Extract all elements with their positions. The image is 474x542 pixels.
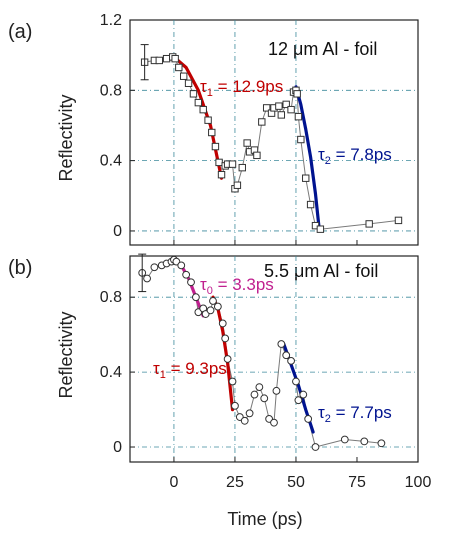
panel-b-data-point bbox=[191, 293, 200, 302]
panel-a-data-point bbox=[215, 158, 223, 167]
panel-b-fit-label-2: τ2 = 7.7ps bbox=[318, 403, 392, 425]
panel-b-data-point bbox=[187, 278, 195, 287]
panel-a-data-point bbox=[282, 100, 290, 109]
panel-b-label: (b) bbox=[8, 257, 32, 279]
panel-a-data-point bbox=[179, 72, 188, 80]
panel-b-data-point bbox=[270, 418, 278, 427]
panel-a-fit-line-1 bbox=[294, 85, 321, 231]
panel-a-data-point bbox=[217, 170, 226, 179]
panel-a-data-point bbox=[293, 90, 301, 98]
panel-b-data-point bbox=[213, 302, 222, 311]
panel-b-data-point bbox=[292, 377, 300, 386]
panel-a-plot-frame bbox=[129, 19, 419, 246]
panel-b-data-point bbox=[143, 274, 151, 283]
panel-b-data-point bbox=[360, 437, 369, 446]
panel-a-data-point bbox=[204, 116, 212, 124]
panel-b-data-point bbox=[250, 390, 259, 399]
panel-b-plot: 0 0.4 0.8 0 25 50 75 100 τ0 = 3.3ps τ1 = 9.3ps τ2 … bbox=[100, 253, 432, 491]
panel-b-y-axis-label: Reflectivity bbox=[56, 311, 76, 398]
panel-a-data-point bbox=[175, 63, 183, 72]
panel-a-data-point bbox=[394, 216, 403, 225]
panel-b-data-point bbox=[377, 439, 386, 448]
panel-b-data-point bbox=[255, 383, 264, 391]
panel-b-data-point bbox=[231, 401, 239, 410]
panel-a-fit-label-1: τ2 = 7.8ps bbox=[318, 145, 392, 167]
panel-a-data-point bbox=[365, 220, 373, 228]
panel-a-data-point bbox=[155, 56, 163, 65]
x-axis-label: Time (ps) bbox=[227, 509, 302, 529]
panel-b-fit-label-1: τ1 = 9.3ps bbox=[153, 359, 227, 381]
panel-b-data-point bbox=[282, 351, 291, 360]
panel-b-data-point bbox=[287, 356, 295, 365]
panel-b-plot-frame bbox=[129, 255, 419, 463]
panel-a-y-tick-label: 1.2 bbox=[100, 12, 122, 29]
panel-a-data-point bbox=[302, 174, 310, 182]
panel-a-data-point bbox=[194, 98, 203, 107]
panel-b-y-tick-label: 0 bbox=[113, 439, 122, 456]
panel-a-y-tick-label: 0 bbox=[113, 223, 122, 240]
panel-a-data-point bbox=[277, 111, 286, 119]
panel-a-data-point bbox=[262, 104, 271, 112]
panel-b-data-point bbox=[340, 435, 349, 444]
panel-b-y-tick-label: 0.4 bbox=[100, 364, 122, 381]
panel-a-data-point bbox=[297, 135, 305, 144]
panel-b-data-point bbox=[182, 270, 191, 279]
panel-a-data-point bbox=[189, 90, 198, 98]
panel-a-data-point bbox=[233, 181, 242, 189]
panel-a-y-axis-label: Reflectivity bbox=[56, 94, 76, 181]
panel-b-x-tick-label: 100 bbox=[405, 474, 432, 491]
panel-b-data-point bbox=[260, 394, 269, 403]
panel-b-data-point bbox=[277, 340, 286, 348]
panel-b-fit-label-0: τ0 = 3.3ps bbox=[200, 275, 274, 297]
panel-a-data-point bbox=[306, 200, 315, 209]
panel-b-data-point bbox=[221, 334, 230, 343]
panel-b-data-point bbox=[272, 386, 281, 395]
panel-a-plot: 0 0.4 0.8 1.2 τ1 = 12.9ps τ2 = 7.8ps bbox=[100, 12, 419, 246]
panel-a-data-point bbox=[287, 105, 295, 114]
panel-a-data-point bbox=[316, 225, 325, 233]
panel-b-data-point bbox=[299, 390, 308, 399]
panel-b-x-tick-label: 50 bbox=[287, 474, 305, 491]
panel-b-data-point bbox=[304, 415, 313, 423]
panel-a-data-point bbox=[238, 163, 246, 172]
panel-a-data-point bbox=[228, 160, 237, 168]
panel-a-y-tick-label: 0.8 bbox=[100, 82, 122, 99]
panel-a-data-point bbox=[184, 79, 193, 87]
panel-b-fit-line-1 bbox=[211, 295, 235, 412]
panel-b-data-point bbox=[245, 409, 254, 418]
panel-b-data-point bbox=[311, 443, 320, 451]
panel-b-data-point bbox=[218, 319, 227, 328]
panel-b-sample-label: 5.5 μm Al - foil bbox=[264, 261, 378, 281]
panel-a-data-point bbox=[199, 105, 207, 114]
panel-a-data-point bbox=[211, 142, 220, 151]
panel-a-data-point bbox=[253, 151, 261, 160]
panel-a-label: (a) bbox=[8, 21, 32, 43]
panel-a-data-point bbox=[162, 54, 171, 63]
panel-b-x-tick-label: 0 bbox=[169, 474, 178, 491]
panel-b-data-point bbox=[177, 261, 186, 270]
panel-a-data-point bbox=[275, 102, 283, 110]
panel-b-data-point bbox=[240, 416, 249, 425]
panel-b-data-point bbox=[209, 297, 217, 305]
panel-a-y-tick-label: 0.4 bbox=[100, 153, 122, 170]
panel-a-data-point bbox=[171, 54, 179, 63]
panel-b-data-point bbox=[150, 263, 159, 272]
panel-a-fit-label-0: τ1 = 12.9ps bbox=[200, 77, 283, 99]
panel-b-data-point bbox=[206, 306, 215, 315]
panel-a-data-point bbox=[243, 139, 251, 147]
panel-b-data-point bbox=[294, 396, 303, 405]
panel-a-data-point bbox=[258, 118, 266, 126]
panel-a-data-point bbox=[294, 112, 303, 121]
panel-a-data-point bbox=[208, 128, 216, 137]
panel-b-fit-line-0 bbox=[172, 258, 205, 318]
panel-b-x-tick-label: 25 bbox=[226, 474, 244, 491]
panel-b-data-point bbox=[228, 377, 237, 386]
panel-b-y-tick-label: 0.8 bbox=[100, 289, 122, 306]
panel-b-data-point bbox=[223, 355, 232, 363]
panel-b-x-tick-label: 75 bbox=[348, 474, 366, 491]
panel-a-sample-label: 12 μm Al - foil bbox=[268, 39, 377, 59]
